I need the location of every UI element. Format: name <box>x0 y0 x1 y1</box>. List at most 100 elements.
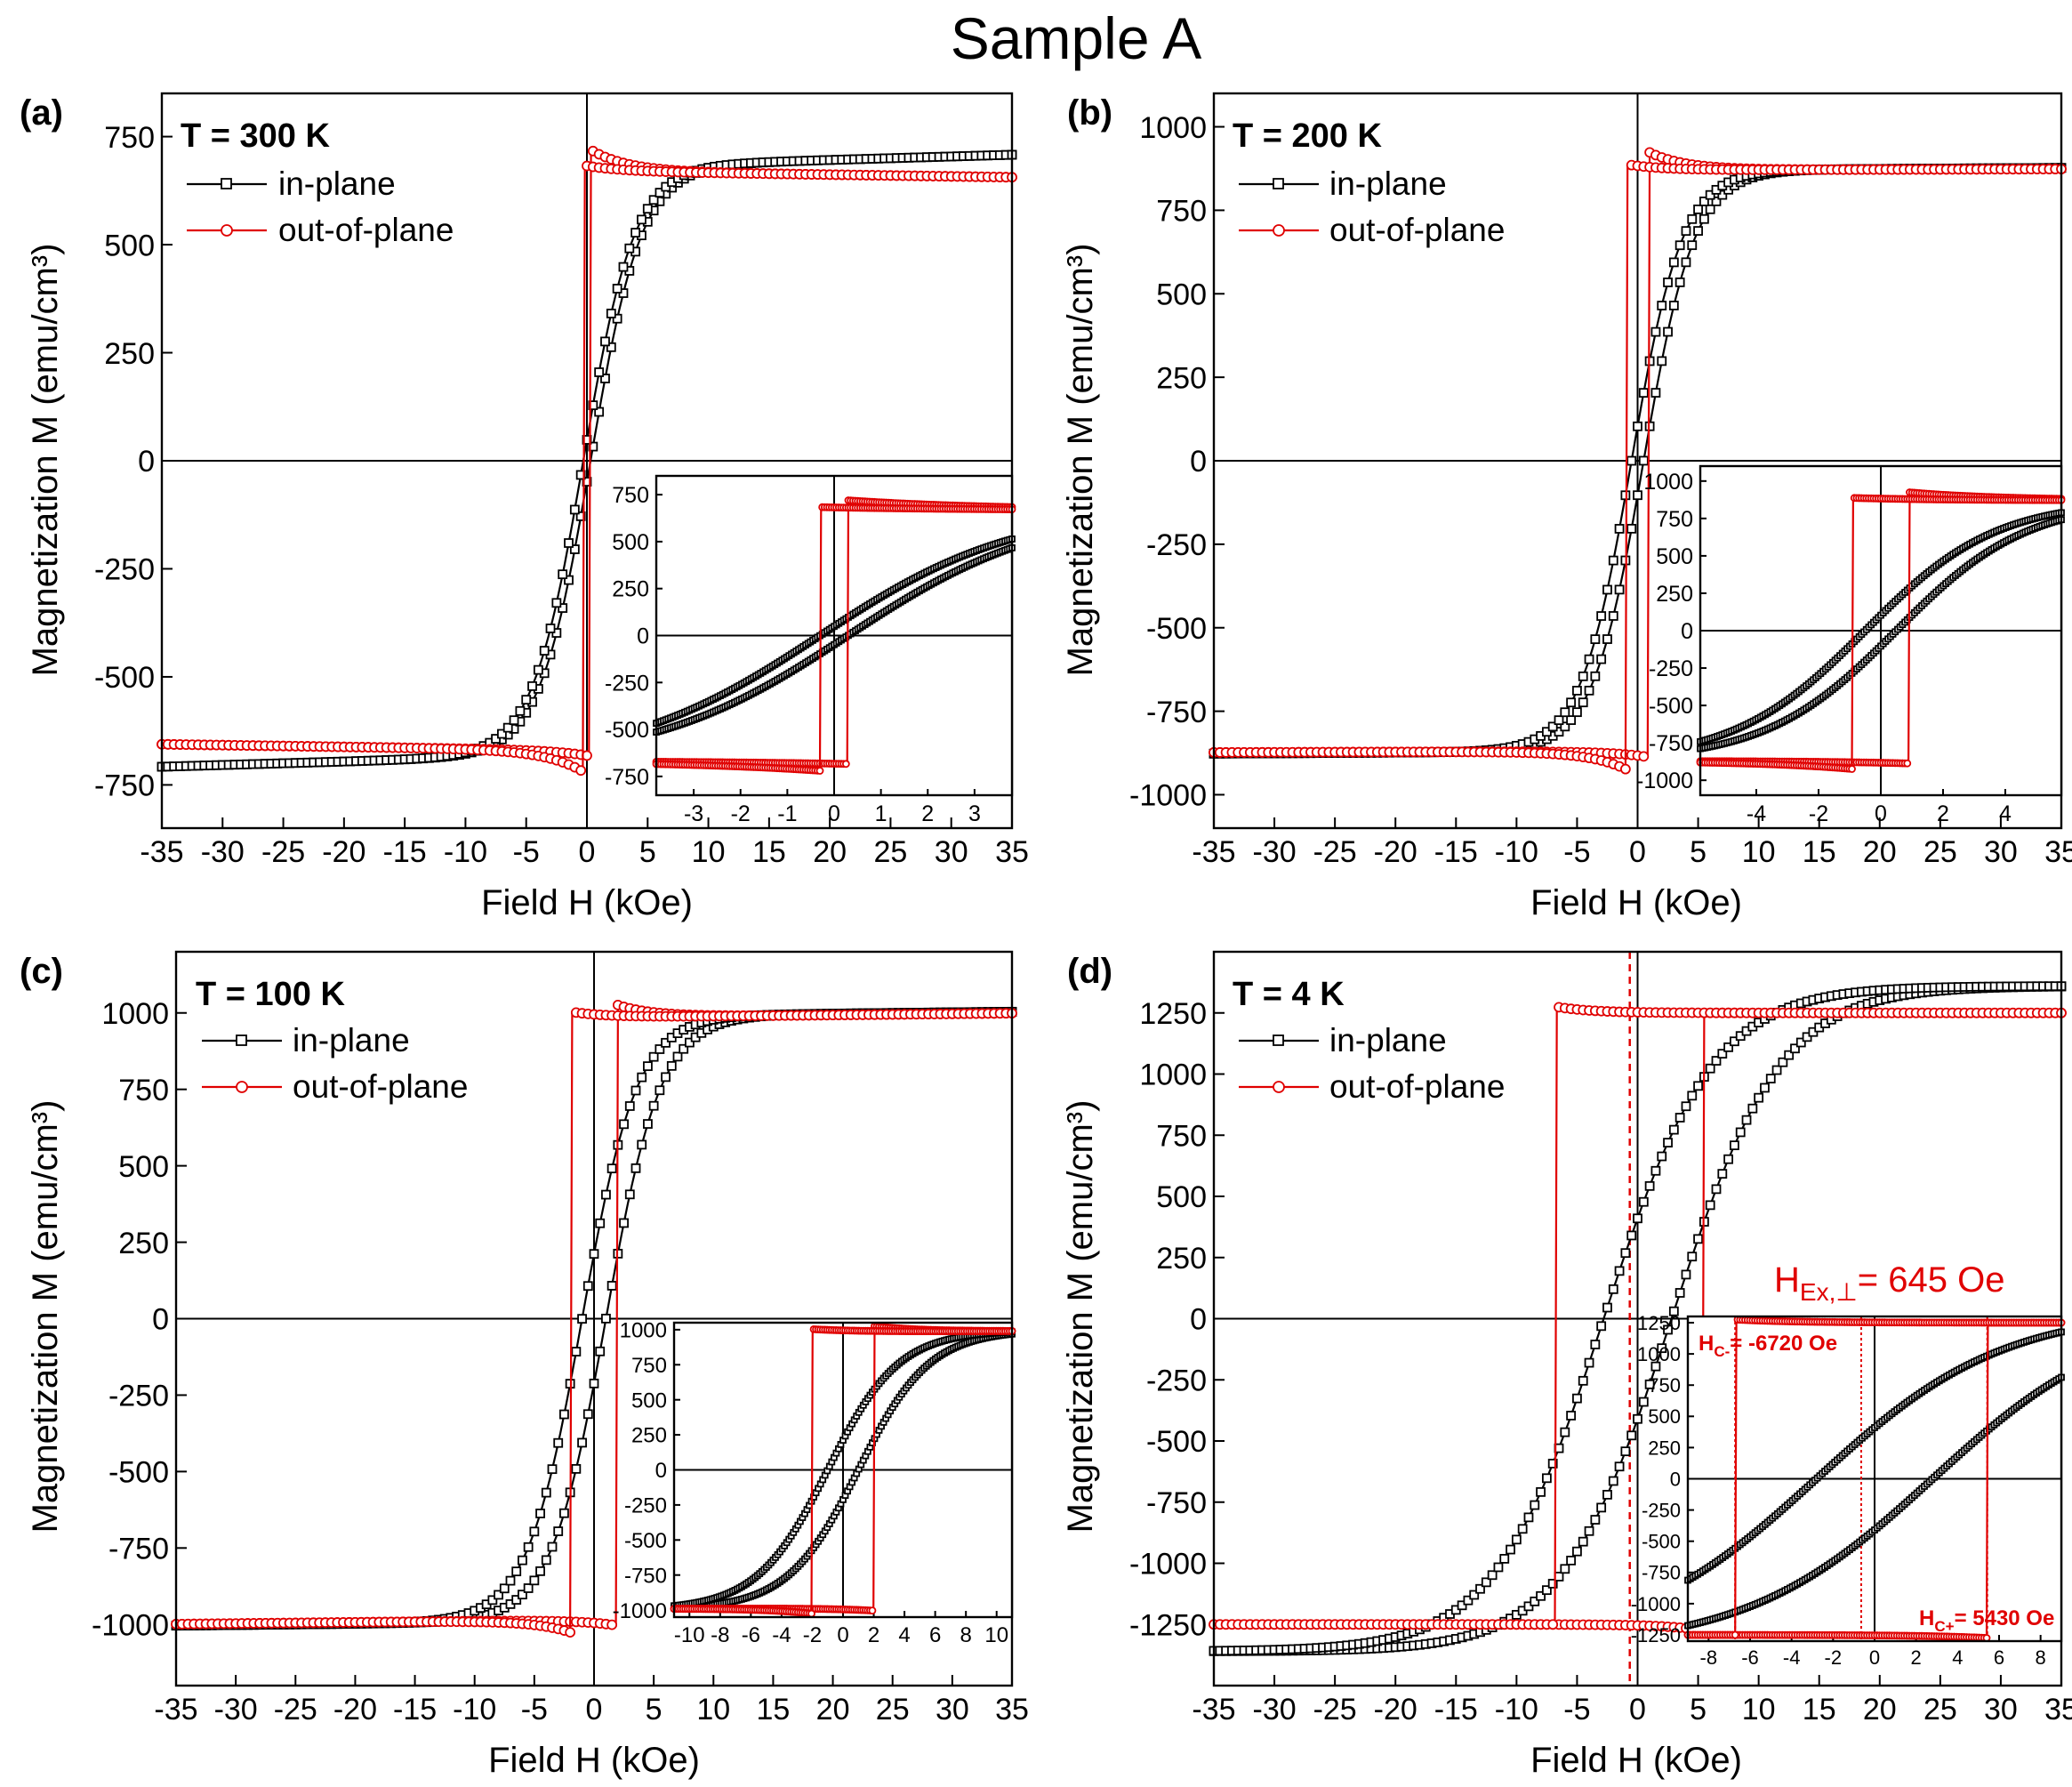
main-a-x-tick-label: -30 <box>201 835 245 869</box>
temperature-label-b: T = 200 K <box>1233 117 1382 155</box>
inset-a-y-tick-label: 500 <box>612 530 649 555</box>
inset-d-x-tick-label: 8 <box>2036 1646 2046 1669</box>
in-plane-point <box>582 1281 593 1292</box>
legend-in-plane: in-plane <box>1329 165 1447 202</box>
inset-b-y-tick-label: 250 <box>1656 582 1693 607</box>
out-of-plane-point <box>868 1606 877 1615</box>
in-plane-point <box>1572 1393 1582 1404</box>
in-plane-point <box>1633 421 1642 431</box>
main-c-y-tick-label: -250 <box>108 1380 169 1413</box>
in-plane-point <box>1530 1500 1540 1510</box>
legend-in-plane: in-plane <box>278 165 396 202</box>
main-a-frame <box>160 92 1014 830</box>
main-d-y-tick-label: -1250 <box>1129 1608 1207 1642</box>
in-plane-point <box>1687 1252 1698 1262</box>
inset-b-x-tick-label: 0 <box>1875 801 1887 826</box>
main-d-x-tick-label: -20 <box>1374 1693 1417 1727</box>
out-of-plane-point <box>1848 765 1856 773</box>
in-plane-point <box>505 1575 516 1586</box>
inset-b-y-tick-label: 500 <box>1656 544 1693 569</box>
in-plane-point <box>515 705 526 716</box>
main-b-x-tick-label: -15 <box>1434 835 1478 869</box>
inset-d-y-tick-label: -750 <box>1642 1562 1681 1584</box>
main-b-y-tick-label: -1000 <box>1129 779 1207 813</box>
in-plane-point <box>569 544 580 554</box>
in-plane-point <box>606 309 616 318</box>
in-plane-point <box>1693 204 1703 214</box>
main-a-x-tick-label: 5 <box>639 835 656 869</box>
inset-c-x-tick-label: 10 <box>984 1623 1008 1647</box>
main-c-y-tick-label: 1000 <box>101 997 169 1031</box>
main-d-x-tick-label: 15 <box>1803 1693 1836 1727</box>
main-a-x-tick-label: -25 <box>261 835 305 869</box>
in-plane-point <box>1578 1536 1588 1547</box>
in-plane-point <box>1590 671 1601 681</box>
inset-c-y-tick-label: 1000 <box>620 1319 667 1343</box>
in-plane-point <box>1596 654 1607 664</box>
in-plane-point <box>1650 388 1661 398</box>
in-plane-point <box>1741 1115 1752 1125</box>
in-plane-point <box>1572 1546 1582 1557</box>
in-plane-point <box>545 624 556 633</box>
main-a-x-tick-label: -35 <box>140 835 183 869</box>
main-b-x-tick-label: 20 <box>1863 835 1897 869</box>
out-of-plane-point <box>807 1609 815 1618</box>
plot-b: -35 -30 -25 -20 -15 -10 -5 0 5 10 15 20 25 30 35-1000-… <box>1129 92 2072 869</box>
legend-marker-out-of-plane <box>1273 224 1285 237</box>
in-plane-point <box>558 603 568 613</box>
in-plane-point <box>533 664 543 675</box>
main-b-x-tick-label: -35 <box>1192 835 1235 869</box>
in-plane-point <box>1644 1180 1655 1191</box>
main-a-y-tick-label: 0 <box>138 445 155 479</box>
in-plane-point <box>1687 240 1698 251</box>
inset-d-x-tick-label: -6 <box>1741 1646 1759 1669</box>
in-plane-point <box>1602 1302 1612 1313</box>
in-plane-point <box>1566 697 1577 708</box>
main-c-x-tick-label: 35 <box>995 1693 1029 1727</box>
temperature-label-c: T = 100 K <box>196 976 345 1013</box>
inset-a-x-tick-label: -2 <box>731 801 751 826</box>
in-plane-point <box>1717 1169 1728 1179</box>
main-a-x-tick-label: 0 <box>579 835 596 869</box>
in-plane-point <box>1493 1562 1504 1573</box>
main-b-x-tick-label: -20 <box>1374 835 1417 869</box>
in-plane-point <box>648 195 659 205</box>
main-a-x-tick-label: 15 <box>752 835 786 869</box>
out-of-plane-point <box>565 1627 576 1638</box>
out-of-plane-point <box>1547 1619 1559 1630</box>
main-b-x-tick-label: 30 <box>1984 835 2018 869</box>
in-plane-point <box>1760 1083 1770 1093</box>
in-plane-point <box>630 1163 641 1173</box>
plot-c: -35 -30 -25 -20 -15 -10 -5 0 5 10 15 20 25 30 35-1000-… <box>92 950 1029 1727</box>
in-plane-point <box>606 342 616 352</box>
in-plane-point <box>1578 697 1588 708</box>
inset-a-y-tick-label: -250 <box>605 671 649 696</box>
in-plane-point <box>600 374 610 383</box>
in-plane-point <box>1566 1411 1577 1421</box>
in-plane-point <box>529 1575 540 1586</box>
in-plane-point <box>1723 1154 1734 1164</box>
main-c-x-tick-label: 0 <box>586 1693 603 1727</box>
inset-d-x-tick-label: 2 <box>1911 1646 1922 1669</box>
in-plane-point <box>1620 1248 1631 1259</box>
in-plane-point <box>661 1072 671 1083</box>
main-d-y-tick-label: 1250 <box>1139 997 1207 1031</box>
main-d-y-tick-label: -750 <box>1146 1486 1207 1520</box>
in-plane-point <box>1668 301 1679 310</box>
inset-b-y-tick-label: 0 <box>1681 619 1693 644</box>
in-plane-point <box>595 1346 606 1356</box>
in-plane-point <box>1584 1525 1594 1536</box>
in-plane-point <box>1620 1446 1631 1457</box>
in-plane-point <box>588 441 598 452</box>
in-plane-point <box>569 504 580 515</box>
in-plane-point <box>523 1583 534 1593</box>
in-plane-point <box>553 1437 564 1448</box>
main-c-x-tick-label: -30 <box>214 1693 258 1727</box>
y-axis-label-b: Magnetization M (emu/cm³) <box>1061 244 1100 677</box>
in-plane-point <box>1681 257 1691 268</box>
in-plane-point <box>1614 1461 1625 1472</box>
in-plane-point <box>1590 634 1601 645</box>
inset-c-y-tick-label: -250 <box>624 1494 667 1518</box>
in-plane-point <box>1674 240 1685 251</box>
legend-out-of-plane: out-of-plane <box>278 212 454 248</box>
